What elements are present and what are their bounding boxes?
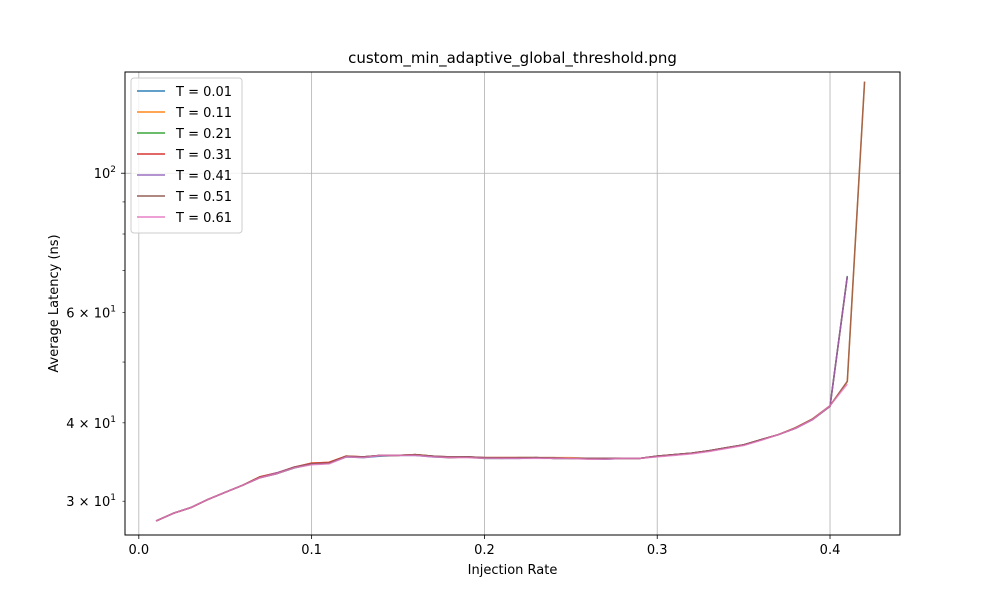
legend-label: T = 0.01 — [175, 85, 232, 100]
series-lines — [155, 81, 866, 522]
legend-label: T = 0.41 — [175, 169, 232, 184]
legend-label: T = 0.61 — [175, 211, 232, 226]
x-tick-label: 0.4 — [820, 543, 841, 558]
y-axis-label: Average Latency (ns) — [47, 234, 62, 372]
legend-label: T = 0.11 — [175, 106, 232, 121]
legend-label: T = 0.31 — [175, 148, 232, 163]
y-tick-label: 4 × 101 — [66, 415, 116, 432]
y-tick-label: 3 × 101 — [66, 493, 116, 510]
x-tick-label: 0.0 — [128, 543, 149, 558]
y-tick-label: 6 × 101 — [66, 304, 116, 321]
series-line — [155, 383, 848, 522]
x-tick-label: 0.3 — [647, 543, 668, 558]
plot-frame — [124, 71, 901, 536]
legend-label: T = 0.21 — [175, 127, 232, 142]
x-tick-label: 0.1 — [301, 543, 322, 558]
x-tick-label: 0.2 — [474, 543, 495, 558]
legend: T = 0.01 T = 0.11 T = 0.21 T = 0.31 T = 0.41… — [130, 77, 243, 234]
legend-label: T = 0.51 — [175, 190, 232, 205]
x-axis-label: Injection Rate — [468, 563, 558, 578]
y-tick-label: 102 — [94, 165, 116, 182]
chart-title: custom_min_adaptive_global_threshold.png — [348, 49, 677, 68]
axis-ticks: 0.0 0.1 0.2 0.3 0.4 102 3 × 101 4 × 101 6 × 101 — [66, 165, 840, 558]
legend-box — [130, 77, 243, 234]
